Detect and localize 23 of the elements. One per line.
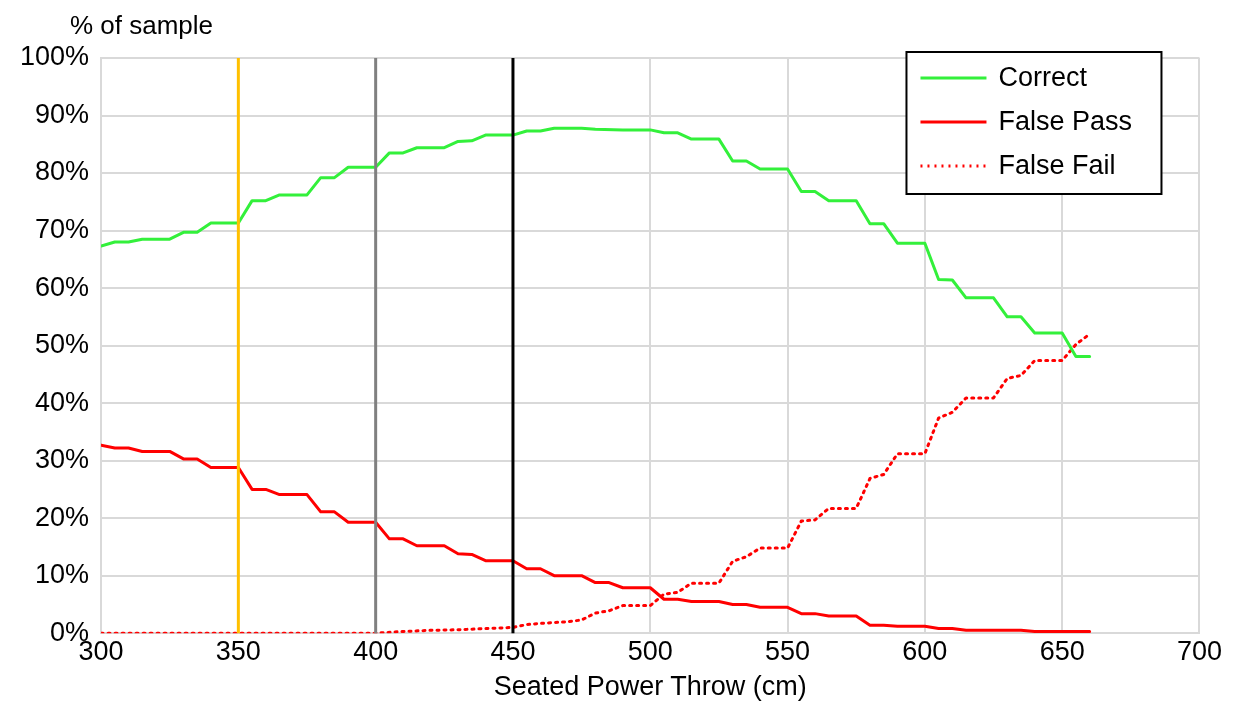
legend-label: False Fail	[998, 150, 1116, 181]
y-tick-label: 60%	[35, 271, 90, 302]
y-tick-label: 30%	[35, 444, 90, 475]
y-tick-label: 70%	[35, 214, 90, 245]
x-tick-label: 600	[902, 635, 948, 666]
y-tick-label: 50%	[35, 329, 90, 360]
x-axis-title: Seated Power Throw (cm)	[493, 671, 807, 702]
x-tick-label: 550	[765, 635, 811, 666]
y-tick-label: 80%	[35, 156, 90, 187]
y-tick-label: 20%	[35, 501, 90, 532]
y-tick-label: 10%	[35, 559, 90, 590]
x-tick-label: 400	[353, 635, 399, 666]
y-tick-label: 100%	[19, 41, 90, 72]
legend-label: Correct	[998, 62, 1088, 93]
y-axis-title: % of sample	[70, 10, 214, 41]
y-tick-label: 90%	[35, 98, 90, 129]
legend-label: False Pass	[998, 106, 1133, 137]
y-tick-label: 40%	[35, 386, 90, 417]
x-tick-label: 500	[627, 635, 673, 666]
x-tick-label: 700	[1176, 635, 1223, 666]
x-tick-label: 450	[490, 635, 536, 666]
x-tick-label: 650	[1039, 635, 1085, 666]
x-tick-label: 350	[215, 635, 261, 666]
